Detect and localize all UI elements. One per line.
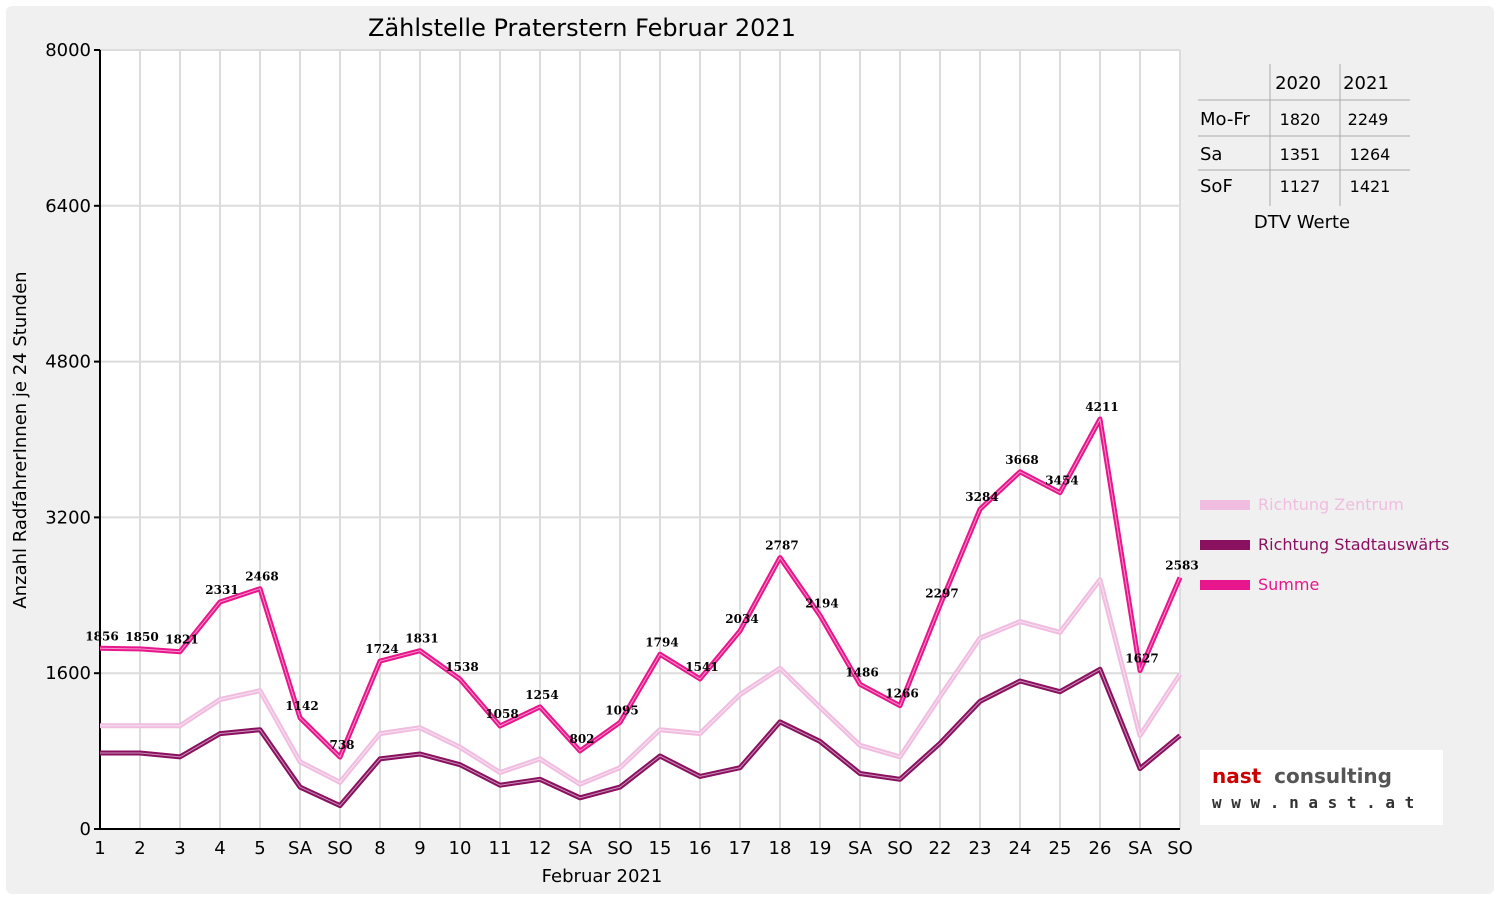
x-tick-label: 8 bbox=[374, 838, 385, 859]
logo-url: w w w . n a s t . a t bbox=[1212, 793, 1414, 812]
data-label: 4211 bbox=[1085, 400, 1118, 414]
y-axis-label: Anzahl RadfahrerInnen je 24 Stunden bbox=[10, 271, 31, 608]
legend: Richtung Zentrum Richtung Stadtauswärts … bbox=[1200, 495, 1449, 594]
legend-swatch-zentrum bbox=[1200, 500, 1250, 510]
legend-label-zentrum: Richtung Zentrum bbox=[1258, 495, 1404, 514]
data-labels: 1856 1850 1821 2331 2468 1142 738 1724 1831 1538 1… bbox=[85, 400, 1198, 752]
dtv-cell: 2249 bbox=[1348, 110, 1389, 129]
data-label: 2787 bbox=[765, 539, 798, 553]
x-tick-label: SA bbox=[288, 838, 313, 859]
series-line-highlight-1 bbox=[100, 668, 1181, 807]
data-label: 738 bbox=[329, 738, 354, 752]
nast-consulting-logo: nast consulting w w w . n a s t . a t bbox=[1200, 750, 1443, 825]
data-label: 1821 bbox=[165, 633, 198, 647]
x-tick-label: 19 bbox=[809, 838, 832, 859]
legend-swatch-summe bbox=[1200, 580, 1250, 590]
chart-title: Zählstelle Praterstern Februar 2021 bbox=[368, 14, 796, 42]
data-label: 2468 bbox=[245, 570, 278, 584]
x-tick-label: 16 bbox=[689, 838, 712, 859]
legend-label-summe: Summe bbox=[1258, 575, 1319, 594]
series-line-highlight-2 bbox=[99, 418, 1181, 758]
data-label: 1095 bbox=[605, 703, 638, 717]
data-label: 1266 bbox=[885, 687, 918, 701]
x-tick-label: 24 bbox=[1009, 838, 1032, 859]
x-tick-label: SO bbox=[327, 838, 353, 859]
data-label: 2331 bbox=[205, 583, 238, 597]
dtv-row-label: Sa bbox=[1200, 144, 1222, 165]
dtv-cell: 1127 bbox=[1280, 177, 1321, 196]
logo-word-nast: nast bbox=[1212, 764, 1262, 788]
x-tick-label: 12 bbox=[529, 838, 552, 859]
x-tick-label: 3 bbox=[174, 838, 185, 859]
data-label: 1058 bbox=[485, 707, 518, 721]
data-label: 1541 bbox=[685, 660, 718, 674]
data-label: 802 bbox=[569, 732, 594, 746]
x-tick-label: 9 bbox=[414, 838, 425, 859]
dtv-row-label: Mo-Fr bbox=[1200, 109, 1250, 130]
data-label: 1486 bbox=[845, 665, 878, 679]
data-label: 1142 bbox=[285, 699, 318, 713]
y-tick-label: 8000 bbox=[45, 40, 91, 61]
x-tick-label: 1 bbox=[94, 838, 105, 859]
x-tick-label: 2 bbox=[134, 838, 145, 859]
dtv-cell: 1264 bbox=[1350, 145, 1391, 164]
x-tick-label: SO bbox=[1167, 838, 1193, 859]
plot-area bbox=[100, 50, 1180, 829]
x-tick-label: 17 bbox=[729, 838, 752, 859]
dtv-cell: 1820 bbox=[1280, 110, 1321, 129]
y-tick-label: 0 bbox=[80, 819, 91, 840]
x-tick-label: 25 bbox=[1049, 838, 1072, 859]
series-line-highlight-0 bbox=[100, 579, 1181, 785]
data-label: 1627 bbox=[1125, 652, 1158, 666]
dtv-cell: 1351 bbox=[1280, 145, 1321, 164]
data-label: 2034 bbox=[725, 612, 758, 626]
x-tick-label: SO bbox=[607, 838, 633, 859]
data-label: 1794 bbox=[645, 635, 678, 649]
data-label: 1254 bbox=[525, 688, 558, 702]
dtv-table: 2020 2021 Mo-Fr 1820 2249 Sa 1351 1264 S… bbox=[1198, 64, 1410, 233]
x-tick-label: 11 bbox=[489, 838, 512, 859]
x-tick-label: 4 bbox=[214, 838, 225, 859]
grid bbox=[100, 49, 1181, 829]
x-tick-label: SO bbox=[887, 838, 913, 859]
x-tick-label: 26 bbox=[1089, 838, 1112, 859]
data-label: 2194 bbox=[805, 596, 838, 610]
x-tick-label: 10 bbox=[449, 838, 472, 859]
data-label: 2297 bbox=[925, 586, 958, 600]
x-tick-label: 22 bbox=[929, 838, 952, 859]
x-tick-label: 18 bbox=[769, 838, 792, 859]
dtv-row-label: SoF bbox=[1200, 176, 1233, 197]
data-label: 1724 bbox=[365, 642, 398, 656]
data-label: 1856 bbox=[85, 629, 118, 643]
legend-label-stadtauswaerts: Richtung Stadtauswärts bbox=[1258, 535, 1449, 554]
data-label: 3454 bbox=[1045, 474, 1078, 488]
y-tick-label: 4800 bbox=[45, 352, 91, 373]
x-tick-label: 23 bbox=[969, 838, 992, 859]
series-lines bbox=[99, 416, 1183, 809]
dtv-cell: 1421 bbox=[1350, 177, 1391, 196]
y-tick-label: 6400 bbox=[45, 196, 91, 217]
data-label: 1850 bbox=[125, 630, 158, 644]
y-tick-label: 1600 bbox=[45, 663, 91, 684]
x-axis-label: Februar 2021 bbox=[542, 866, 663, 887]
x-tick-label: 5 bbox=[254, 838, 265, 859]
data-label: 1538 bbox=[445, 660, 478, 674]
dtv-header-2020: 2020 bbox=[1275, 73, 1321, 94]
logo-word-consulting: consulting bbox=[1274, 764, 1392, 788]
data-label: 1831 bbox=[405, 632, 438, 646]
x-tick-label: 15 bbox=[649, 838, 672, 859]
x-tick-label: SA bbox=[1128, 838, 1153, 859]
legend-swatch-stadtauswaerts bbox=[1200, 540, 1250, 550]
x-tick-label: SA bbox=[568, 838, 593, 859]
x-tick-label: SA bbox=[848, 838, 873, 859]
data-label: 3284 bbox=[965, 490, 998, 504]
y-tick-label: 3200 bbox=[45, 507, 91, 528]
svg-text:nast consulting: nast consulting bbox=[1212, 764, 1392, 788]
dtv-caption: DTV Werte bbox=[1254, 212, 1350, 233]
data-label: 3668 bbox=[1005, 453, 1038, 467]
data-label: 2583 bbox=[1165, 558, 1198, 572]
dtv-header-2021: 2021 bbox=[1343, 73, 1389, 94]
